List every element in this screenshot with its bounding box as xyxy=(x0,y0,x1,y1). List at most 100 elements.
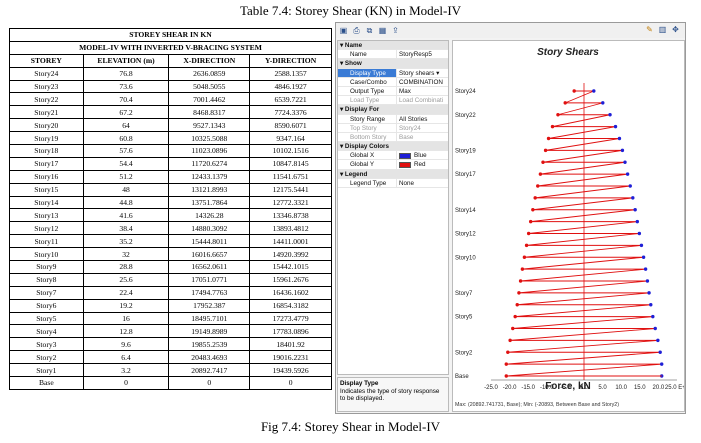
table-cell: 0 xyxy=(168,376,251,390)
point-global-x xyxy=(645,279,650,283)
table-row: Story12 38.4 14880.3092 13893.4812 xyxy=(9,221,332,236)
property-row[interactable]: Global Y Red xyxy=(338,160,448,170)
property-label-text: Legend Type xyxy=(350,179,387,187)
property-row[interactable]: Global X Blue xyxy=(338,151,448,161)
table-icon[interactable]: ▦ xyxy=(378,26,387,35)
table-cell: 17273.4779 xyxy=(249,311,332,326)
property-label-text: Display Type xyxy=(350,69,386,77)
x-tick-label: 0.0 xyxy=(580,385,589,391)
table-row: Story6 19.2 17952.387 16854.3182 xyxy=(9,298,332,313)
property-label: ▾ Display For xyxy=(338,105,448,113)
property-value-text: COMBINATION xyxy=(399,78,443,86)
property-value[interactable]: Red xyxy=(396,160,448,169)
point-global-y xyxy=(511,326,515,331)
property-row[interactable]: Legend Type None xyxy=(338,178,448,188)
property-category[interactable]: ▾ Display Colors xyxy=(338,142,448,152)
point-global-y xyxy=(572,89,576,93)
property-row[interactable]: Name StoryResp5 xyxy=(338,50,448,60)
collapse-icon[interactable]: ▾ xyxy=(340,60,345,68)
save-icon[interactable]: ▣ xyxy=(339,26,348,35)
copy-icon[interactable]: ⧉ xyxy=(366,25,373,35)
property-value[interactable]: Blue xyxy=(396,151,448,160)
property-row[interactable]: Case/Combo COMBINATION xyxy=(338,77,448,87)
property-row[interactable]: Display Type Story shears ▾ xyxy=(338,68,448,78)
table-cell: 67.2 xyxy=(82,105,170,120)
property-label-text: Top Story xyxy=(350,124,377,132)
point-global-y xyxy=(533,196,537,200)
collapse-icon[interactable]: ▾ xyxy=(340,106,345,114)
property-value-text: Blue xyxy=(414,152,427,160)
property-label: Bottom Story xyxy=(338,133,396,141)
point-global-y xyxy=(515,303,519,307)
point-global-y xyxy=(524,243,529,248)
table-cell: 9.6 xyxy=(82,337,170,352)
table-row: Story1 3.2 20892.7417 19439.5926 xyxy=(9,363,332,378)
table-row: Story10 32 16016.6657 14920.3992 xyxy=(9,247,332,262)
property-value[interactable]: COMBINATION xyxy=(396,77,448,86)
table-cell: 64 xyxy=(82,118,170,133)
table-row: Story17 54.4 11720.6274 10847.8145 xyxy=(9,156,332,171)
property-row[interactable]: Bottom Story Base xyxy=(338,132,448,143)
property-value[interactable]: Base xyxy=(396,132,448,142)
export-icon[interactable]: ⇪ xyxy=(392,26,399,35)
property-grid[interactable]: ▾ Name Name StoryResp5 ▾ Show Display Type St… xyxy=(337,40,449,375)
table-cell: 12.8 xyxy=(82,324,170,339)
table-cell: 9527.1343 xyxy=(168,118,251,133)
property-value[interactable]: None xyxy=(396,178,448,187)
property-row[interactable]: Top Story Story24 xyxy=(338,123,448,133)
y-story-label: Story12 xyxy=(455,232,476,238)
table-cell: Story8 xyxy=(9,272,84,287)
table-row: Story21 67.2 8468.8317 7724.3376 xyxy=(9,105,332,120)
print-icon[interactable]: ⎙ xyxy=(353,25,360,35)
property-category[interactable]: ▾ Show xyxy=(338,59,448,69)
property-value-text: Max xyxy=(399,87,411,95)
dropdown-arrow-icon[interactable]: ▾ xyxy=(434,69,440,77)
property-category[interactable]: ▾ Legend xyxy=(338,169,448,179)
table-cell: 8590.6071 xyxy=(249,118,332,133)
point-global-x xyxy=(625,172,630,176)
point-global-y xyxy=(513,314,517,319)
column-header: X-DIRECTION xyxy=(168,53,251,68)
collapse-icon[interactable]: ▾ xyxy=(340,170,345,178)
property-value[interactable]: Max xyxy=(396,86,448,96)
table-cell: 19149.8989 xyxy=(168,324,251,339)
chart-series xyxy=(504,89,664,378)
table-cell: Story16 xyxy=(9,169,84,184)
description-text: Indicates the type of story response to … xyxy=(340,388,440,402)
property-row[interactable]: Load Type Load Combinati xyxy=(338,96,448,106)
property-value[interactable]: Story24 xyxy=(396,123,448,132)
property-row[interactable]: Story Range All Stories xyxy=(338,114,448,124)
chart-axes: -25.0 -20.0 -15.0 -10.0 -5.0 0.0 5.0 10.0 15.0 20… xyxy=(455,83,690,391)
property-value[interactable]: StoryResp5 xyxy=(396,50,448,59)
table-cell: 16436.1602 xyxy=(249,285,332,300)
table-cell: 13346.8738 xyxy=(249,208,332,223)
table-cell: 19016.2231 xyxy=(249,350,332,365)
property-value[interactable]: All Stories xyxy=(396,114,448,123)
property-category[interactable]: ▾ Name xyxy=(338,41,448,51)
point-global-y xyxy=(538,172,543,176)
property-label: ▾ Show xyxy=(338,59,448,67)
table-row: Story24 76.8 2636.0859 2588.1357 xyxy=(9,66,332,81)
pen-icon[interactable]: ✎ xyxy=(646,25,653,34)
collapse-icon[interactable]: ▾ xyxy=(340,42,345,49)
property-value[interactable]: Load Combinati xyxy=(396,96,448,105)
table-cell: Story22 xyxy=(9,92,84,107)
x-tick-label: -15.0 xyxy=(521,385,535,391)
move-icon[interactable]: ✥ xyxy=(672,25,679,34)
table-cell: 51.2 xyxy=(82,169,170,184)
property-value[interactable]: Story shears ▾ xyxy=(396,68,448,77)
table-row: Story14 44.8 13751.7864 12772.3321 xyxy=(9,195,332,210)
collapse-icon[interactable]: ▾ xyxy=(340,143,345,151)
table-cell: 73.6 xyxy=(82,79,170,94)
property-category[interactable]: ▾ Display For xyxy=(338,105,448,115)
figure-caption: Fig 7.4: Storey Shear in Model-IV xyxy=(260,419,441,434)
table-cell: 16854.3182 xyxy=(249,298,332,313)
grid-icon[interactable]: ▥ xyxy=(658,25,667,34)
table-cell: Story10 xyxy=(9,247,84,262)
table-row: Story23 73.6 5048.5055 4846.1927 xyxy=(9,79,332,94)
table-cell: Story2 xyxy=(9,350,84,365)
property-row[interactable]: Output Type Max xyxy=(338,86,448,97)
property-label: Output Type xyxy=(338,87,396,95)
property-label-text: Show xyxy=(344,60,362,68)
story-shear-plot[interactable]: Story Shears -25.0 -20.0 -15.0 -10.0 -5.0 0.0… xyxy=(452,40,690,412)
